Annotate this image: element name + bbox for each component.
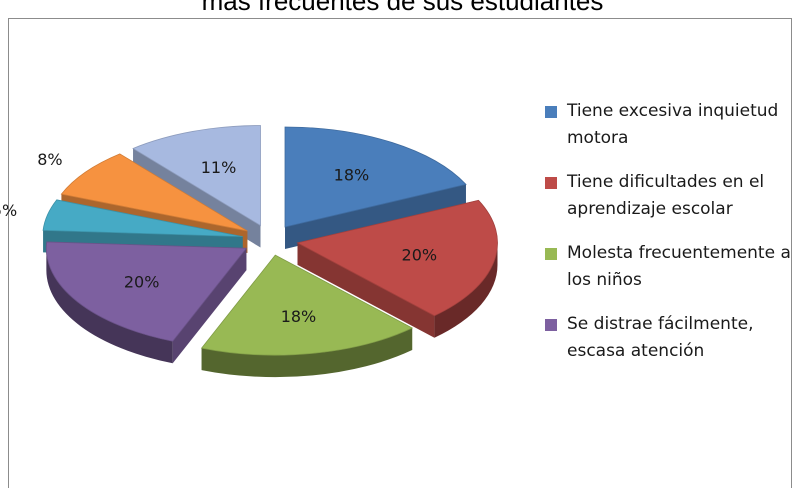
- legend-swatch: [545, 248, 557, 260]
- pie-data-label: 11%: [201, 158, 237, 177]
- pie-slice-top: [42, 199, 243, 238]
- pie-slice-wall: [285, 184, 466, 249]
- pie-data-label: 20%: [402, 246, 438, 265]
- pie-slice-18pct: [284, 126, 467, 249]
- pie-slice-wall: [172, 248, 247, 364]
- pie-slice-edge: [201, 328, 413, 378]
- pie-slice-top: [284, 126, 467, 228]
- pie-data-label: 5%: [0, 201, 17, 220]
- pie-data-label: 18%: [281, 307, 317, 326]
- legend-swatch: [545, 106, 557, 118]
- legend-label: Tiene dificultades en el aprendizaje esc…: [567, 172, 765, 219]
- pie-slice-5pct: [42, 199, 243, 259]
- legend-swatch: [545, 319, 557, 331]
- chart-frame: [8, 18, 792, 488]
- legend-label: Se distrae fácilmente, escasa atención: [567, 314, 754, 361]
- pie-slice-top: [132, 125, 261, 227]
- pie-data-label: 18%: [334, 166, 370, 185]
- pie-slice-top: [45, 241, 248, 342]
- legend-item: Tiene excesiva inquietud motora: [545, 98, 795, 152]
- pie-slice-top: [200, 254, 414, 356]
- legend-item: Se distrae fácilmente, escasa atención: [545, 311, 795, 365]
- pie-data-label: 8%: [37, 150, 62, 169]
- chart-legend: Tiene excesiva inquietud motora Tiene dif…: [545, 98, 795, 382]
- pie-slice-top: [60, 153, 248, 232]
- pie-data-label: 20%: [124, 272, 160, 291]
- pie-slice-top: [296, 199, 498, 317]
- legend-item: Tiene dificultades en el aprendizaje esc…: [545, 169, 795, 223]
- chart-title: más frecuentes de sus estudiantes: [201, 0, 604, 16]
- legend-swatch: [545, 177, 557, 189]
- pie-slice-18pct: [200, 254, 414, 378]
- pie-slice-edge: [46, 248, 173, 364]
- legend-label: Molesta frecuentemente a los niños: [567, 243, 791, 290]
- legend-label: Tiene excesiva inquietud motora: [567, 101, 779, 148]
- pie-slice-edge: [434, 242, 498, 338]
- pie-slice-20pct: [296, 199, 498, 338]
- pie-slice-wall: [297, 242, 435, 338]
- legend-item: Molesta frecuentemente a los niños: [545, 240, 795, 294]
- pie-slice-20pct: [45, 241, 248, 364]
